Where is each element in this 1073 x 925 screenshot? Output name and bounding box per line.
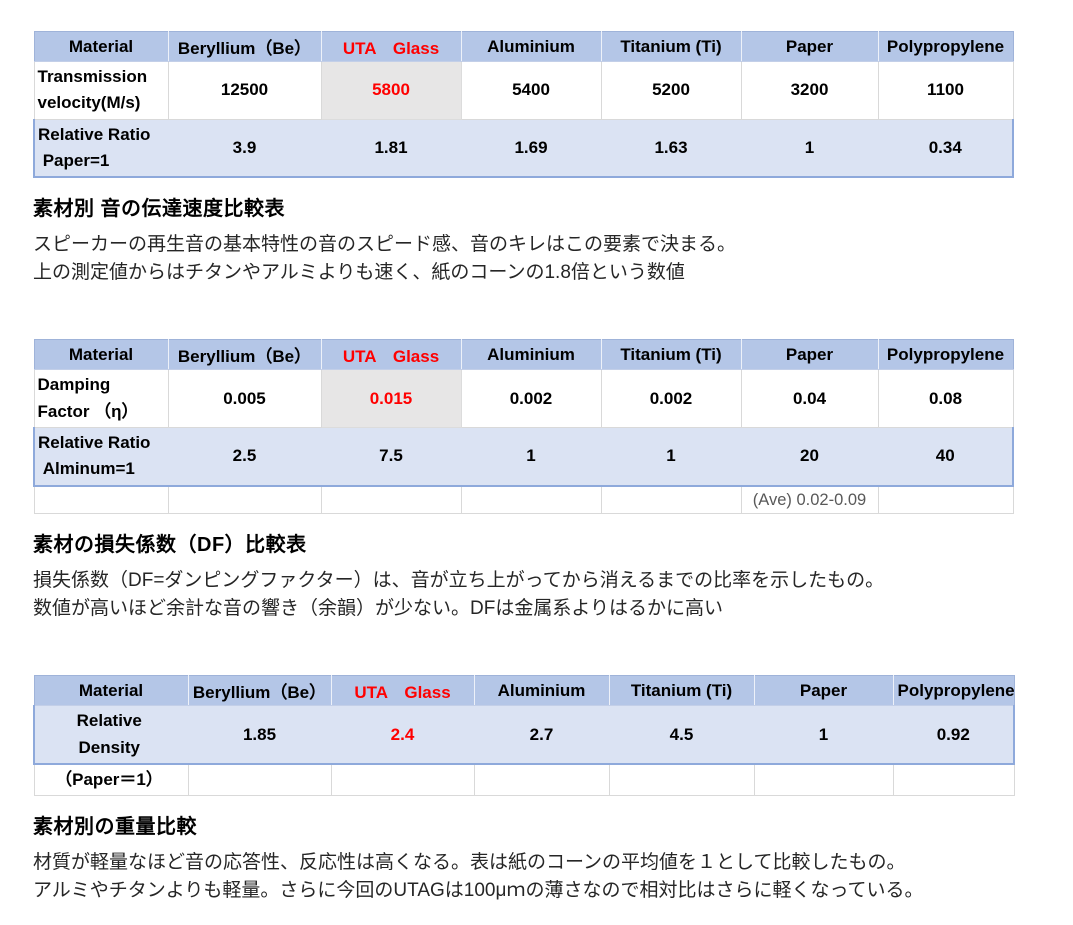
damping-factor-table: Material Beryllium（Be） UTA Glass Aluminium T… xyxy=(33,339,1014,515)
cell: 3.9 xyxy=(167,118,322,179)
page: Material Beryllium（Be） UTA Glass Aluminium T… xyxy=(33,31,1015,905)
cell: 20 xyxy=(740,427,879,487)
row-label: （Paper＝1） xyxy=(33,763,189,797)
cell: 1100 xyxy=(877,61,1014,120)
column-header: Polypropylene xyxy=(877,31,1014,62)
cell: (Ave) 0.02-0.09 xyxy=(740,485,879,515)
cell xyxy=(460,485,602,515)
column-header: Material xyxy=(33,339,169,371)
body-line: 数値が高いほど余計な音の響き（余韻）が少ない。DFは金属系よりはるかに高い xyxy=(33,598,723,620)
weight-section-body: 材質が軽量なほど音の応答性、反応性は高くなる。表は紙のコーンの平均値を１として比… xyxy=(33,849,1012,905)
relative-ratio-paper-row: Relative Ratio Paper=1 3.9 1.81 1.69 1.63 1 0.… xyxy=(33,118,1014,179)
cell: 1.69 xyxy=(460,118,602,179)
column-header: Polypropylene xyxy=(892,675,1015,707)
column-header: UTA Glass xyxy=(320,339,462,371)
cell xyxy=(608,763,755,797)
cell: 0.005 xyxy=(167,369,322,429)
cell: 5200 xyxy=(600,61,742,120)
velocity-section-title: 素材別 音の伝達速度比較表 xyxy=(33,198,286,221)
cell: 3200 xyxy=(740,61,879,120)
column-header: Material xyxy=(33,675,189,707)
cell: 0.002 xyxy=(600,369,742,429)
column-header: Aluminium xyxy=(460,31,602,62)
column-header: Paper xyxy=(740,31,879,62)
cell: 1 xyxy=(753,705,894,765)
cell: 5800 xyxy=(320,61,462,120)
column-header: Aluminium xyxy=(473,675,610,707)
column-header: Titanium (Ti) xyxy=(600,31,742,62)
cell: 4.5 xyxy=(608,705,755,765)
cell: 1.81 xyxy=(320,118,462,179)
cell xyxy=(892,763,1015,797)
column-header: Aluminium xyxy=(460,339,602,371)
body-line: 損失係数（DF=ダンピングファクター）は、音が立ち上がってから消えるまでの比率を… xyxy=(33,570,885,592)
column-header: Paper xyxy=(740,339,879,371)
row-label: Relative Ratio Alminum=1 xyxy=(33,427,169,487)
column-header: Beryllium（Be） xyxy=(167,31,322,62)
velocity-section-body: スピーカーの再生音の基本特性の音のスピード感、音のキレはこの要素で決まる。 上の… xyxy=(33,231,1012,287)
cell: 1 xyxy=(460,427,602,487)
header-row: Material Beryllium（Be） UTA Glass Aluminium T… xyxy=(33,31,1014,62)
paper-basis-row: （Paper＝1） xyxy=(33,763,1015,797)
column-header: UTA Glass xyxy=(320,31,462,62)
body-line: 上の測定値からはチタンやアルミよりも速く、紙のコーンの1.8倍という数値 xyxy=(33,262,685,284)
body-line: 材質が軽量なほど音の応答性、反応性は高くなる。表は紙のコーンの平均値を１として比… xyxy=(33,852,906,874)
cell: 7.5 xyxy=(320,427,462,487)
relative-density-table: Material Beryllium（Be） UTA Glass Aluminium T… xyxy=(33,675,1015,797)
column-header: UTA Glass xyxy=(330,675,475,707)
weight-section-title: 素材別の重量比較 xyxy=(33,816,197,839)
column-header: Beryllium（Be） xyxy=(187,675,332,707)
cell: 5400 xyxy=(460,61,602,120)
cell: 1.85 xyxy=(187,705,332,765)
column-header: Polypropylene xyxy=(877,339,1014,371)
transmission-velocity-row: Transmission velocity(M/s) 12500 5800 5400 5… xyxy=(33,61,1014,120)
cell: 0.002 xyxy=(460,369,602,429)
body-line: スピーカーの再生音の基本特性の音のスピード感、音のキレはこの要素で決まる。 xyxy=(33,234,737,256)
row-label: Damping Factor （η） xyxy=(33,369,169,429)
header-row: Material Beryllium（Be） UTA Glass Aluminium T… xyxy=(33,339,1014,371)
cell xyxy=(753,763,894,797)
cell: 0.015 xyxy=(320,369,462,429)
cell: 2.7 xyxy=(473,705,610,765)
cell: 0.92 xyxy=(892,705,1015,765)
cell xyxy=(167,485,322,515)
cell: 0.34 xyxy=(877,118,1014,179)
cell: 12500 xyxy=(167,61,322,120)
header-row: Material Beryllium（Be） UTA Glass Aluminium T… xyxy=(33,675,1015,707)
row-label xyxy=(33,485,169,515)
column-header: Titanium (Ti) xyxy=(608,675,755,707)
damping-section-title: 素材の損失係数（DF）比較表 xyxy=(33,534,307,557)
cell: 0.04 xyxy=(740,369,879,429)
relative-density-row: Relative Density 1.85 2.4 2.7 4.5 1 0.92 xyxy=(33,705,1015,765)
cell xyxy=(600,485,742,515)
damping-section-body: 損失係数（DF=ダンピングファクター）は、音が立ち上がってから消えるまでの比率を… xyxy=(33,567,1012,623)
damping-factor-row: Damping Factor （η） 0.005 0.015 0.002 0.002 0.… xyxy=(33,369,1014,429)
relative-ratio-alminum-row: Relative Ratio Alminum=1 2.5 7.5 1 1 20 40 xyxy=(33,427,1014,487)
cell: 1 xyxy=(600,427,742,487)
cell: 2.5 xyxy=(167,427,322,487)
row-label: Relative Density xyxy=(33,705,189,765)
cell: 0.08 xyxy=(877,369,1014,429)
column-header: Titanium (Ti) xyxy=(600,339,742,371)
cell xyxy=(320,485,462,515)
cell: 1.63 xyxy=(600,118,742,179)
spacer xyxy=(33,623,1012,675)
cell xyxy=(877,485,1014,515)
spacer xyxy=(33,287,1012,339)
cell: 40 xyxy=(877,427,1014,487)
transmission-velocity-table: Material Beryllium（Be） UTA Glass Aluminium T… xyxy=(33,31,1014,179)
cell xyxy=(473,763,610,797)
cell xyxy=(330,763,475,797)
column-header: Paper xyxy=(753,675,894,707)
cell: 1 xyxy=(740,118,879,179)
column-header: Beryllium（Be） xyxy=(167,339,322,371)
row-label: Transmission velocity(M/s) xyxy=(33,61,169,120)
row-label: Relative Ratio Paper=1 xyxy=(33,118,169,179)
cell xyxy=(187,763,332,797)
cell: 2.4 xyxy=(330,705,475,765)
column-header: Material xyxy=(33,31,169,62)
body-line: アルミやチタンよりも軽量。さらに今回のUTAGは100μｍの薄さなので相対比はさ… xyxy=(33,880,924,902)
average-note-row: (Ave) 0.02-0.09 xyxy=(33,485,1014,515)
